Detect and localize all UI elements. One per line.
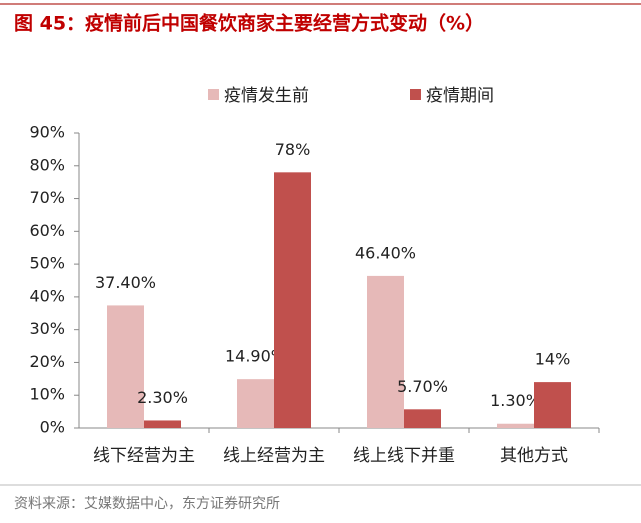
bar (497, 423, 534, 428)
data-label: 14.90% (225, 347, 286, 366)
data-label: 37.40% (95, 273, 156, 292)
data-label: 2.30% (137, 388, 188, 407)
x-tick-label: 其他方式 (500, 446, 568, 466)
y-tick-label: 50% (29, 254, 65, 273)
x-tick-label: 线上经营为主 (223, 446, 325, 466)
x-tick-label: 线上线下并重 (353, 446, 455, 466)
y-tick-label: 40% (29, 286, 65, 305)
data-label: 78% (275, 140, 311, 159)
bar (404, 409, 441, 428)
y-tick-label: 10% (29, 385, 65, 404)
bar (237, 379, 274, 428)
bar (367, 275, 404, 428)
bar (534, 382, 571, 428)
y-tick-label: 20% (29, 352, 65, 371)
bar (107, 305, 144, 428)
legend-swatch (410, 89, 421, 100)
source-note: 资料来源：艾媒数据中心，东方证券研究所 (14, 496, 280, 512)
x-tick-label: 线下经营为主 (93, 446, 195, 466)
data-label: 5.70% (397, 377, 448, 396)
y-tick-label: 60% (29, 221, 65, 240)
y-tick-label: 30% (29, 319, 65, 338)
legend-swatch (208, 89, 219, 100)
chart-title: 图 45：疫情前后中国餐饮商家主要经营方式变动（%） (14, 12, 484, 35)
data-label: 46.40% (355, 243, 416, 262)
legend-label: 疫情发生前 (224, 86, 309, 106)
y-tick-label: 80% (29, 155, 65, 174)
y-tick-label: 0% (40, 418, 65, 437)
data-label: 1.30% (490, 391, 541, 410)
y-tick-label: 70% (29, 188, 65, 207)
bar (274, 172, 311, 428)
y-tick-label: 90% (29, 123, 65, 142)
bar (144, 420, 181, 428)
data-label: 14% (535, 350, 571, 369)
legend-label: 疫情期间 (426, 86, 494, 106)
